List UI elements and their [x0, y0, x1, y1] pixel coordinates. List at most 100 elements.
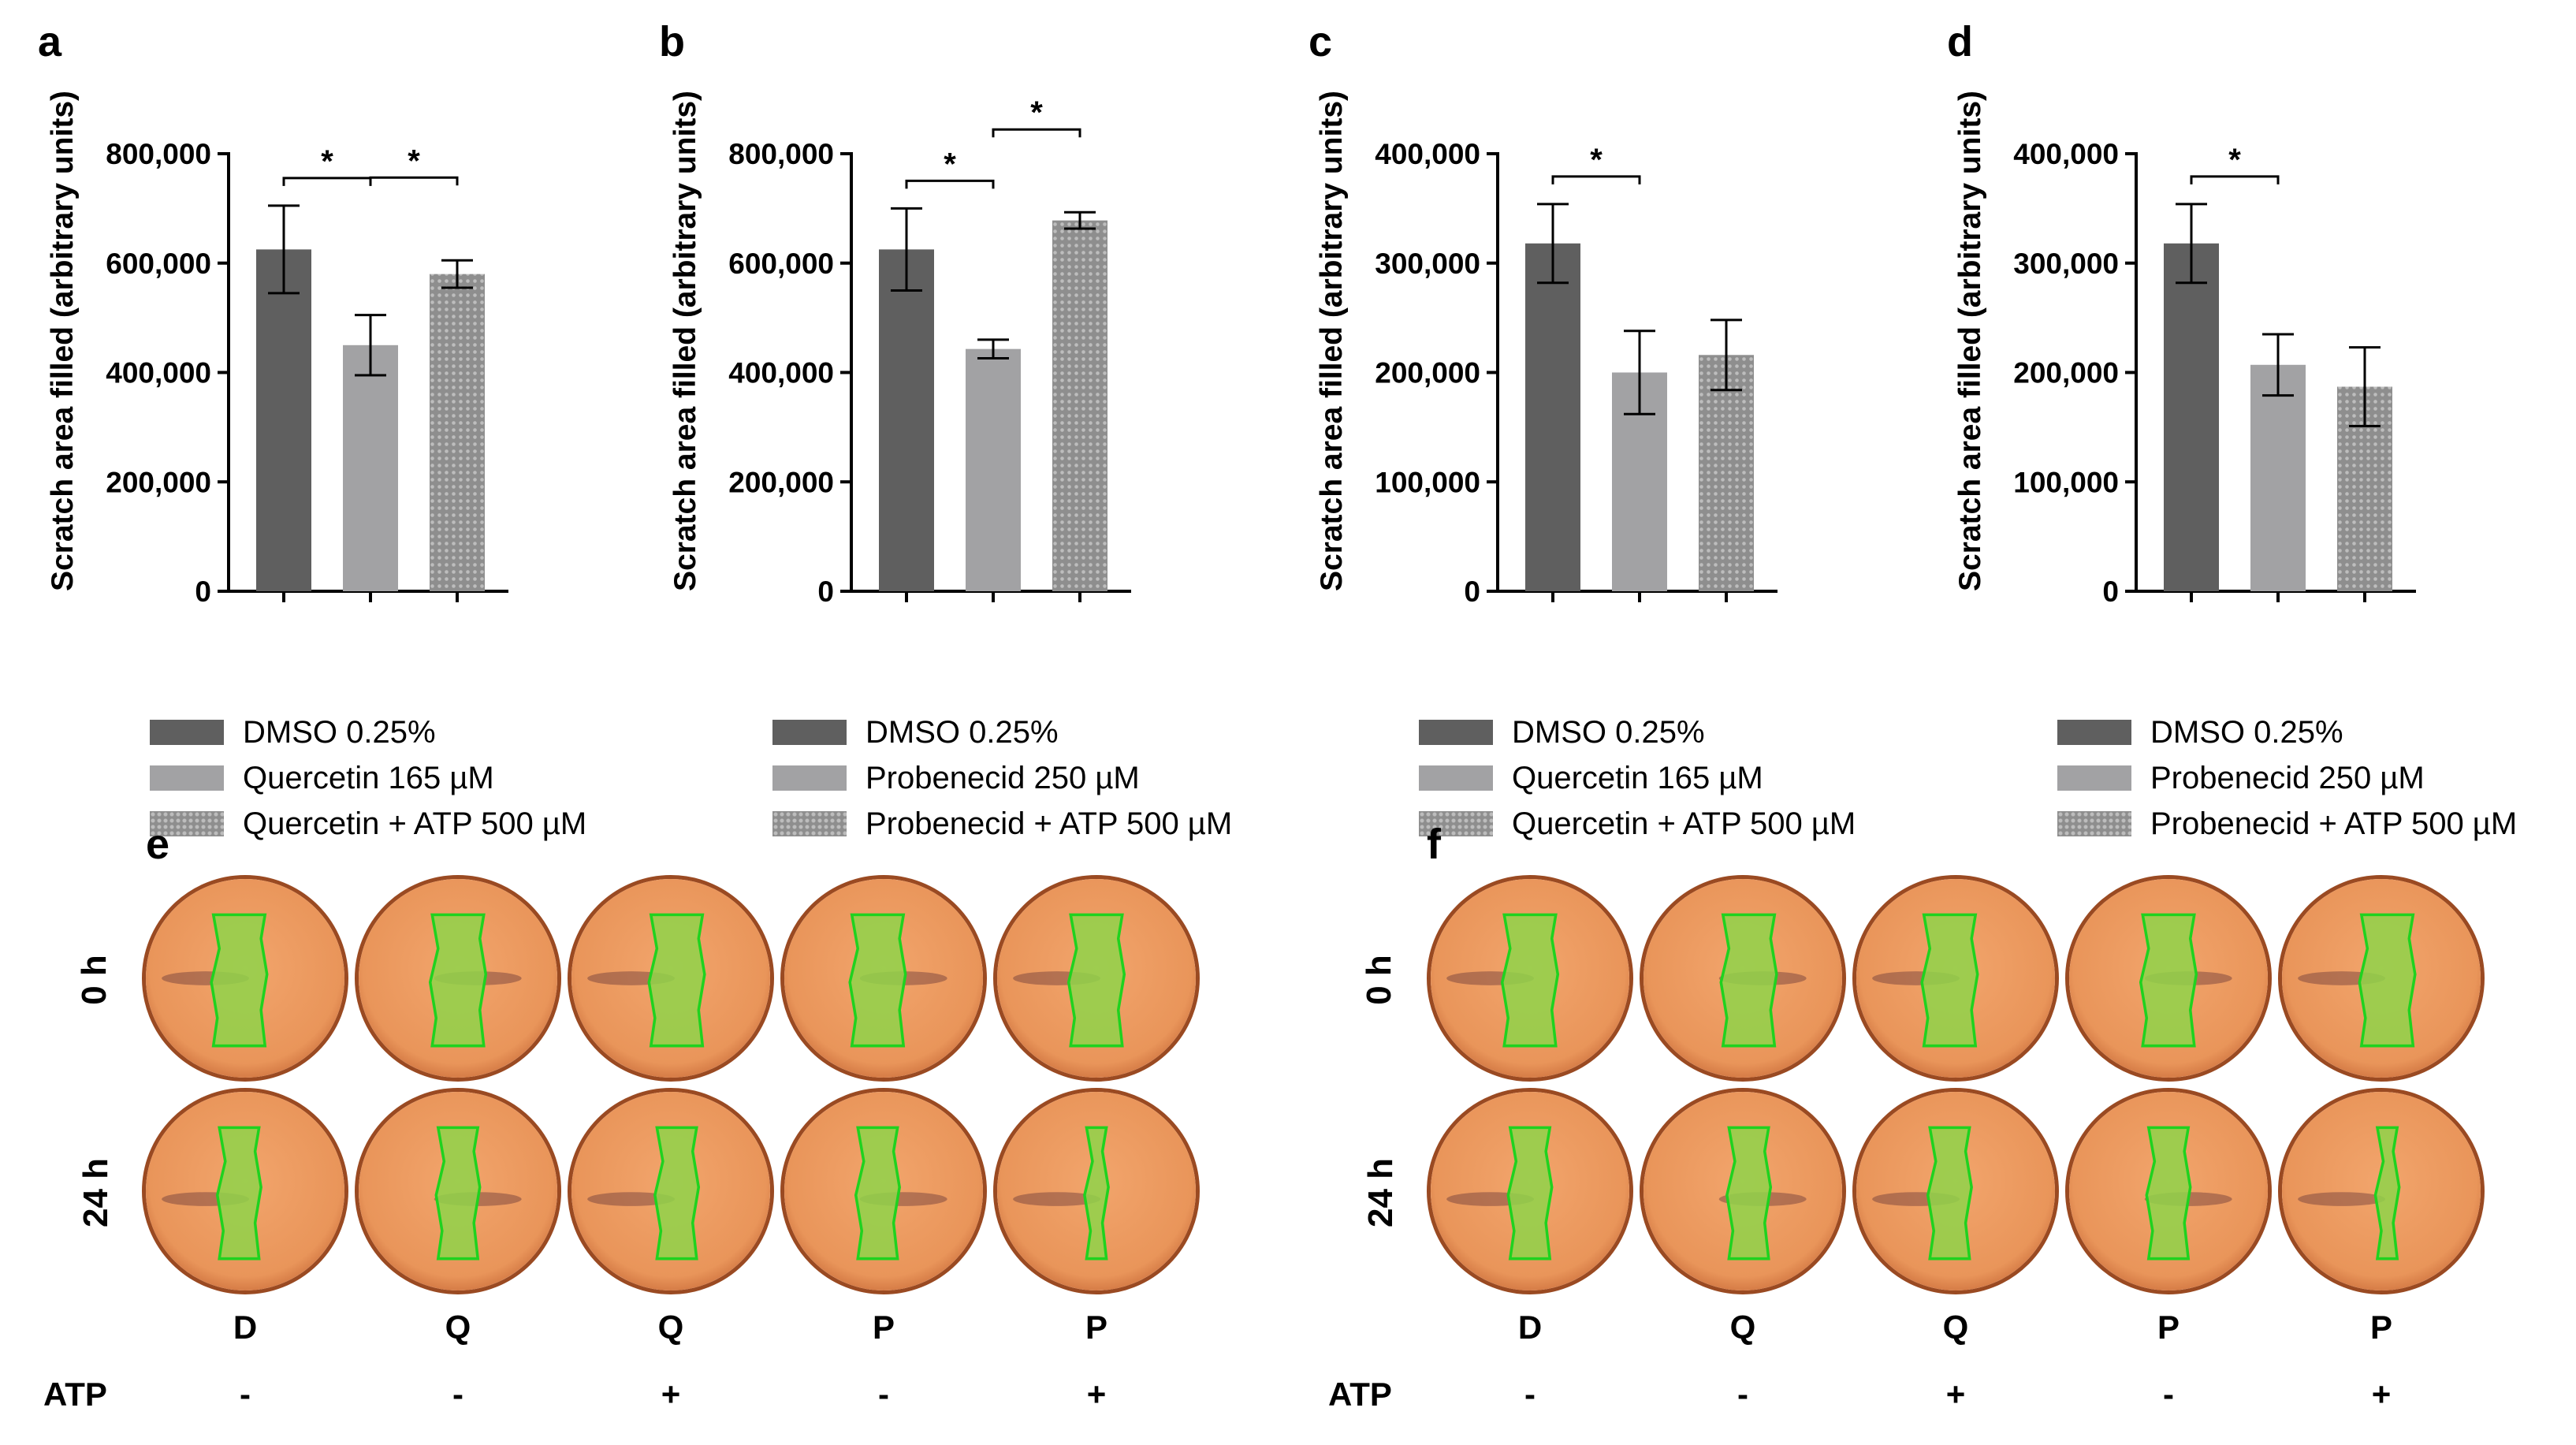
column-label: P [2369, 1309, 2392, 1346]
legend-label: Probenecid + ATP 500 µM [865, 806, 1233, 841]
legend-label: DMSO 0.25% [865, 714, 1059, 750]
chart-b-svg: Scratch area filled (arbitrary units) 0 20… [668, 91, 1131, 608]
legend-label: Quercetin + ATP 500 µM [1512, 806, 1856, 841]
panel-letter-e: e [146, 821, 170, 868]
atp-indicator: + [1086, 1376, 1107, 1413]
atp-indicator: - [878, 1376, 889, 1413]
y-tick-label: 100,000 [1375, 466, 1480, 498]
legend-swatch-light [2057, 765, 2131, 791]
well-image [355, 875, 561, 1082]
significance-bracket [992, 128, 1081, 138]
significance-star: * [2228, 143, 2241, 177]
y-tick-label: 800,000 [106, 138, 211, 170]
y-tick-label: 400,000 [728, 357, 834, 389]
y-axis-label: Scratch area filled (arbitrary units) [1953, 91, 1987, 591]
legend-b: DMSO 0.25% Probenecid 250 µM Probenecid … [772, 709, 1232, 847]
y-tick-label: 200,000 [106, 466, 211, 498]
y-tick-label: 0 [817, 575, 834, 608]
y-axis-label: Scratch area filled (arbitrary units) [1315, 91, 1349, 591]
atp-indicator: + [2371, 1376, 2392, 1413]
atp-indicator: - [240, 1376, 251, 1413]
legend-item: DMSO 0.25% [1419, 709, 1856, 755]
well-image [993, 1088, 1200, 1294]
row-label: 0 h [74, 955, 114, 1005]
bar [256, 249, 311, 591]
legend-item: Probenecid + ATP 500 µM [2057, 801, 2517, 847]
column-label: Q [657, 1309, 684, 1346]
column-label: P [872, 1309, 895, 1346]
column-label: P [2157, 1309, 2180, 1346]
legend-item: DMSO 0.25% [150, 709, 586, 755]
atp-indicator: + [661, 1376, 681, 1413]
y-tick-label: 400,000 [2013, 138, 2119, 170]
column-label: D [1517, 1309, 1543, 1346]
y-axis-label: Scratch area filled (arbitrary units) [668, 91, 702, 591]
well-image [355, 1088, 561, 1294]
column-label: Q [1942, 1309, 1969, 1346]
well-image [780, 875, 987, 1082]
legend-swatch-dark [772, 720, 847, 745]
chart-a: Scratch area filled (arbitrary units) 0 20… [32, 79, 654, 841]
atp-indicator: + [1945, 1376, 1966, 1413]
significance-bracket [369, 176, 459, 186]
column-label: D [233, 1309, 258, 1346]
column-label: Q [1729, 1309, 1756, 1346]
legend-swatch-pattern [2057, 811, 2131, 836]
chart-d: Scratch area filled (arbitrary units) 0 10… [1939, 79, 2562, 841]
panel-letter-f: f [1427, 821, 1441, 868]
bar [966, 348, 1021, 591]
panel-letter-c: c [1308, 18, 1333, 65]
significance-bracket [282, 177, 372, 186]
y-tick-label: 200,000 [2013, 357, 2119, 389]
y-tick-label: 400,000 [106, 357, 211, 389]
atp-indicator: - [452, 1376, 463, 1413]
legend-swatch-light [1419, 765, 1493, 791]
chart-b: Scratch area filled (arbitrary units) 0 20… [654, 79, 1277, 841]
photo-panel-e: 0 h 24 h D Q Q P P ATP - - + - + [39, 875, 1200, 1413]
well-image [2278, 875, 2485, 1082]
well-image [780, 1088, 987, 1294]
y-tick-label: 600,000 [106, 248, 211, 280]
chart-a-svg: Scratch area filled (arbitrary units) 0 20… [46, 91, 508, 608]
well-image [142, 1088, 348, 1294]
significance-star: * [1030, 95, 1043, 130]
atp-indicator: - [1524, 1376, 1536, 1413]
well-image [1427, 1088, 1633, 1294]
well-image [2278, 1088, 2485, 1294]
legend-item: Probenecid 250 µM [2057, 755, 2517, 801]
legend-swatch-light [150, 765, 224, 791]
legend-item: Probenecid 250 µM [772, 755, 1232, 801]
legend-label: Quercetin 165 µM [243, 760, 494, 795]
panel-letter-b: b [659, 18, 685, 65]
significance-bracket [2190, 175, 2280, 184]
panel-letter-a: a [38, 18, 62, 65]
significance-star: * [1590, 143, 1603, 177]
y-axis-label: Scratch area filled (arbitrary units) [46, 91, 80, 591]
chart-d-svg: Scratch area filled (arbitrary units) 0 10… [1953, 91, 2416, 608]
well-image [1640, 1088, 1846, 1294]
well-image [1640, 875, 1846, 1082]
legend-label: DMSO 0.25% [1512, 714, 1705, 750]
y-tick-label: 400,000 [1375, 138, 1480, 170]
y-tick-label: 800,000 [728, 138, 834, 170]
y-tick-label: 200,000 [728, 466, 834, 498]
well-image [1852, 1088, 2059, 1294]
significance-bracket [905, 179, 995, 189]
legend-item: Quercetin 165 µM [1419, 755, 1856, 801]
y-tick-label: 300,000 [1375, 248, 1480, 280]
column-label: Q [445, 1309, 471, 1346]
well-image [1852, 875, 2059, 1082]
bar [1052, 220, 1107, 591]
legend-item: Quercetin 165 µM [150, 755, 586, 801]
legend-a: DMSO 0.25% Quercetin 165 µM Quercetin + … [150, 709, 586, 847]
well-image [1427, 875, 1633, 1082]
row-label: 24 h [76, 1157, 116, 1228]
bar [343, 344, 398, 591]
bar [2164, 243, 2219, 591]
well-image [993, 875, 1200, 1082]
panel-letter-d: d [1947, 18, 1973, 65]
row-label: 24 h [1361, 1157, 1401, 1228]
legend-label: Quercetin 165 µM [1512, 760, 1763, 795]
y-tick-label: 200,000 [1375, 357, 1480, 389]
bar [1699, 355, 1754, 591]
